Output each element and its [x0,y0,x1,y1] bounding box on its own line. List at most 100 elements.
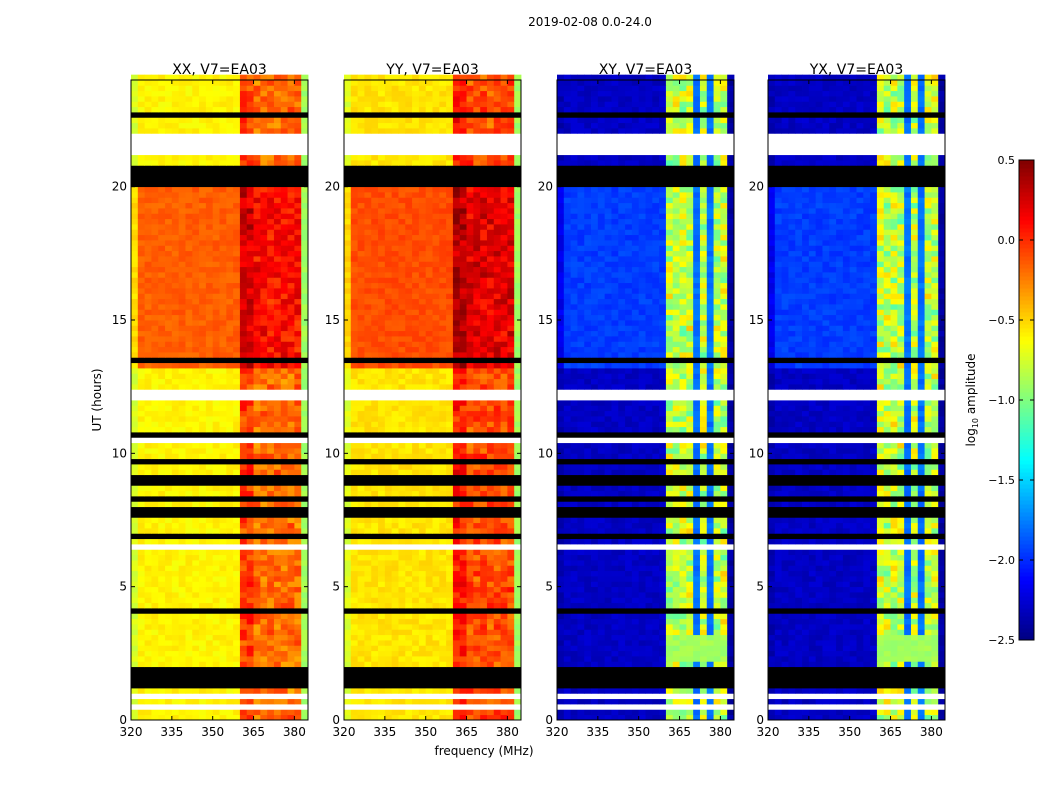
heatmap-cell [213,272,220,278]
heatmap-cell [267,651,274,657]
heatmap-cell [364,331,371,337]
heatmap-cell [185,219,192,225]
heatmap-cell [501,197,508,203]
heatmap-cell [206,91,213,97]
heatmap-cell [507,341,514,347]
heatmap-cell [199,379,206,385]
heatmap-cell [274,555,281,561]
heatmap-cell [254,336,261,342]
heatmap-cell [364,320,371,326]
heatmap-cell [192,208,199,214]
heatmap-cell [426,240,433,246]
heatmap-cell [439,384,446,390]
heatmap-cell [378,528,385,534]
heatmap-cell [392,587,399,593]
heatmap-cell [260,688,267,694]
heatmap-cell [220,379,227,385]
heatmap-cell [501,320,508,326]
heatmap-cell [364,277,371,283]
heatmap-cell [301,267,308,273]
heatmap-cell [344,384,351,390]
heatmap-cell [301,192,308,198]
heatmap-cell [281,421,288,427]
heatmap-cell [165,341,172,347]
heatmap-cell [233,539,240,545]
heatmap-cell [433,293,440,299]
heatmap-cell [288,283,295,289]
heatmap-cell [378,299,385,305]
heatmap-cell [507,219,514,225]
heatmap-cell [439,325,446,331]
heatmap-cell [514,267,521,273]
heatmap-cell [199,469,206,475]
heatmap-cell [453,325,460,331]
heatmap-cell [720,699,727,705]
heatmap-cell [206,699,213,705]
heatmap-cell [158,251,165,257]
heatmap-cell [274,155,281,161]
heatmap-cell [501,587,508,593]
heatmap-cell [446,80,453,86]
heatmap-cell [392,421,399,427]
heatmap-cell [247,219,254,225]
heatmap-cell [151,709,158,715]
heatmap-cell [145,277,152,283]
heatmap-cell [480,485,487,491]
heatmap-cell [344,208,351,214]
heatmap-cell [494,352,501,358]
heatmap-cell [371,304,378,310]
heatmap-cell [371,443,378,449]
heatmap-cell [419,256,426,262]
heatmap-cell [151,96,158,102]
heatmap-cell [213,709,220,715]
heatmap-cell [281,624,288,630]
heatmap-cell [260,293,267,299]
heatmap-cell [514,640,521,646]
heatmap-cell [364,576,371,582]
heatmap-cell [371,315,378,321]
heatmap-cell [467,464,474,470]
heatmap-cell [467,245,474,251]
heatmap-cell [392,363,399,369]
heatmap-cell [281,203,288,209]
heatmap-cell [274,192,281,198]
heatmap-cell [185,325,192,331]
heatmap-cell [398,267,405,273]
heatmap-cell [165,384,172,390]
heatmap-cell [453,272,460,278]
heatmap-cell [344,469,351,475]
heatmap-cell [131,256,138,262]
heatmap-cell [247,709,254,715]
flagged-row [344,395,521,401]
heatmap-cell [487,192,494,198]
heatmap-cell [206,427,213,433]
heatmap-cell [240,560,247,566]
heatmap-cell [192,315,199,321]
heatmap-cell [213,491,220,497]
heatmap-cell [364,240,371,246]
heatmap-cell [426,123,433,129]
heatmap-cell [392,411,399,417]
heatmap-cell [145,219,152,225]
heatmap-cell [151,187,158,193]
heatmap-cell [172,160,179,166]
heatmap-cell [288,336,295,342]
heatmap-cell [240,651,247,657]
heatmap-cell [294,619,301,625]
heatmap-cell [514,299,521,305]
heatmap-cell [405,251,412,257]
heatmap-cell [398,485,405,491]
heatmap-cell [344,603,351,609]
heatmap-cell [358,325,365,331]
heatmap-cell [151,197,158,203]
heatmap-cell [226,320,233,326]
heatmap-cell [344,240,351,246]
heatmap-cell [419,421,426,427]
heatmap-cell [392,709,399,715]
heatmap-cell [405,315,412,321]
heatmap-cell [199,597,206,603]
heatmap-cell [301,288,308,294]
heatmap-cell [240,208,247,214]
heatmap-cell [467,597,474,603]
